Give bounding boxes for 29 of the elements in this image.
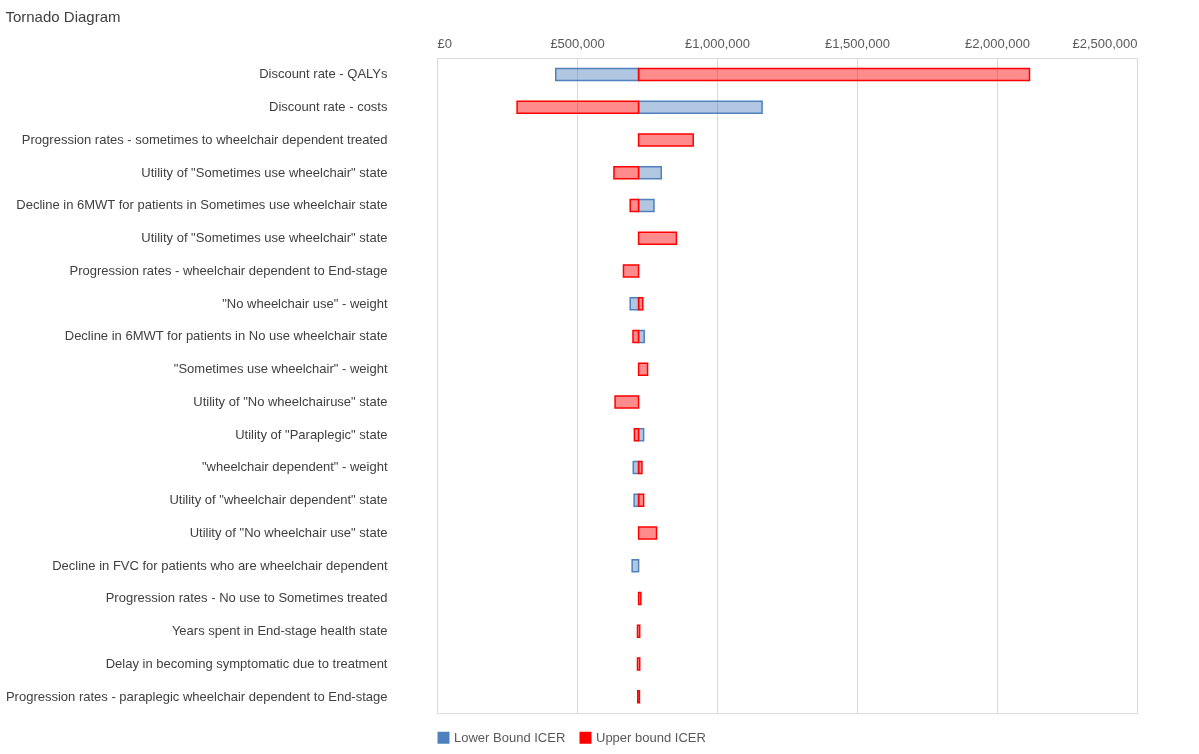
x-tick-label: £2,000,000 <box>964 35 1031 51</box>
x-tick-label: £2,500,000 <box>1072 35 1138 51</box>
y-tick-label: Decline in 6MWT for patients in Sometimes use wheelchair state <box>16 197 388 213</box>
y-tick-label: Utility of "Sometimes use wheelchair" state <box>141 164 388 180</box>
y-tick-label: Progression rates - No use to Sometimes treated <box>105 590 388 606</box>
y-tick-label: Utility of "No wheelchair use" state <box>189 524 388 540</box>
x-tick-label: £500,000 <box>550 35 605 51</box>
y-tick-label: Progression rates - wheelchair dependent to End-stage <box>69 262 388 278</box>
x-tick-label: £0 <box>437 35 452 51</box>
y-tick-label: Progression rates - sometimes to wheelchair dependent treated <box>21 131 388 147</box>
y-tick-label: Decline in 6MWT for patients in No use wheelchair state <box>64 328 388 344</box>
text: Tornado Diagram <box>5 8 121 25</box>
y-tick-label: Years spent in End-stage health state <box>171 623 388 639</box>
y-tick-label: Delay in becoming symptomatic due to treatment <box>105 655 388 671</box>
legend-label: Upper bound ICER <box>596 729 706 745</box>
y-tick-label: Utility of "No wheelchairuse" state <box>193 393 388 409</box>
y-tick-label: "No wheelchair use" - weight <box>222 295 388 311</box>
y-tick-label: Discount rate - costs <box>269 99 388 115</box>
y-tick-label: Utility of "wheelchair dependent" state <box>169 492 388 508</box>
y-tick-label: Utility of "Sometimes use wheelchair" state <box>141 230 388 246</box>
y-tick-label: Decline in FVC for patients who are wheelchair dependent <box>52 557 388 573</box>
y-tick-label: Discount rate - QALYs <box>259 66 388 82</box>
x-tick-label: £1,500,000 <box>824 35 891 51</box>
y-tick-label: "Sometimes use wheelchair" - weight <box>173 361 388 377</box>
y-tick-label: Utility of "Paraplegic" state <box>235 426 388 442</box>
y-tick-label: "wheelchair dependent" - weight <box>201 459 388 475</box>
y-tick-label: Progression rates - paraplegic wheelchair dependent to End-stage <box>5 688 388 704</box>
x-tick-label: £1,000,000 <box>684 35 751 51</box>
legend-label: Lower Bound ICER <box>454 729 566 745</box>
